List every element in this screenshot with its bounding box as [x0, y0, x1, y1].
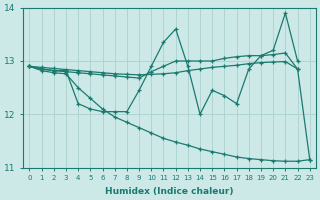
- X-axis label: Humidex (Indice chaleur): Humidex (Indice chaleur): [105, 187, 234, 196]
